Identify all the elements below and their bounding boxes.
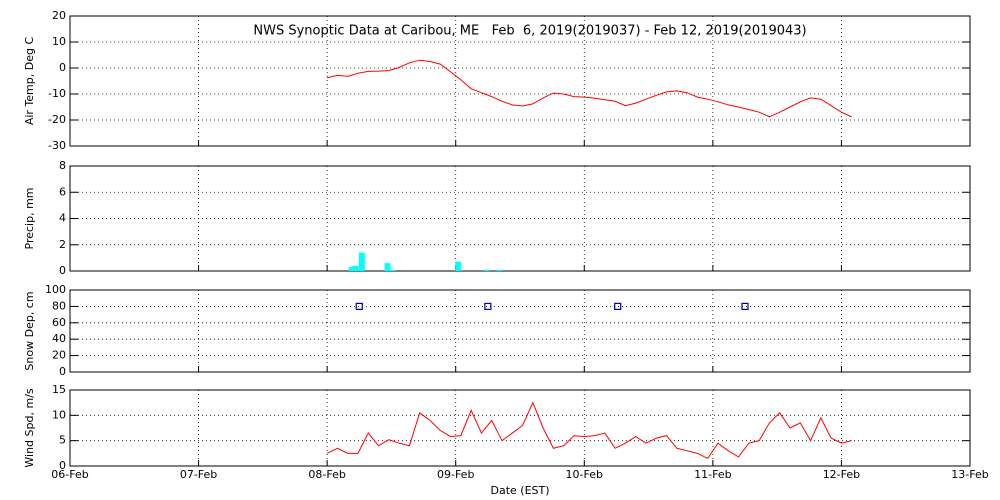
marker xyxy=(484,302,492,310)
y-tick-label: 20 xyxy=(52,349,66,362)
bar xyxy=(348,267,355,271)
bar xyxy=(352,265,359,271)
marker xyxy=(355,302,363,310)
y-axis-label: Wind Spd, m/s xyxy=(23,388,36,468)
plot-frame xyxy=(69,289,971,373)
y-tick-label: 80 xyxy=(52,299,66,312)
y-tick-label: 15 xyxy=(52,383,66,396)
bar xyxy=(496,269,503,271)
y-axis-label: Precip, mm xyxy=(23,188,36,250)
bar xyxy=(358,252,365,271)
plot-frame xyxy=(69,15,971,147)
bar xyxy=(389,269,396,271)
line xyxy=(327,59,852,118)
x-tick-label: 13-Feb xyxy=(951,468,988,481)
y-tick-label: 8 xyxy=(59,159,66,172)
y-tick-label: 0 xyxy=(59,365,66,378)
y-tick-label: -20 xyxy=(48,113,66,126)
y-tick-label: 6 xyxy=(59,185,66,198)
chart-title: NWS Synoptic Data at Caribou, ME Feb 6, … xyxy=(253,24,806,39)
x-tick-label: 08-Feb xyxy=(308,468,345,481)
marker xyxy=(614,302,622,310)
plot-frame xyxy=(69,389,971,467)
marker xyxy=(741,302,749,310)
y-tick-label: 60 xyxy=(52,316,66,329)
y-tick-label: 0 xyxy=(59,459,66,472)
x-tick-label: 10-Feb xyxy=(566,468,603,481)
x-tick-label: 11-Feb xyxy=(694,468,731,481)
bar xyxy=(384,263,391,271)
x-tick-label: 06-Feb xyxy=(51,468,88,481)
bar xyxy=(455,261,462,271)
y-axis-label: Air Temp, Deg C xyxy=(23,37,36,126)
y-tick-label: 0 xyxy=(59,61,66,74)
x-axis-label: Date (EST) xyxy=(490,484,549,497)
y-tick-label: 20 xyxy=(52,9,66,22)
y-tick-label: 40 xyxy=(52,332,66,345)
y-tick-label: 10 xyxy=(52,408,66,421)
x-tick-label: 07-Feb xyxy=(180,468,217,481)
y-tick-label: 4 xyxy=(59,212,66,225)
line xyxy=(326,401,852,460)
y-tick-label: -10 xyxy=(48,87,66,100)
x-tick-label: 12-Feb xyxy=(823,468,860,481)
y-tick-label: 0 xyxy=(59,264,66,277)
y-tick-label: -30 xyxy=(48,139,66,152)
y-tick-label: 2 xyxy=(59,238,66,251)
y-tick-label: 10 xyxy=(52,35,66,48)
plot-frame xyxy=(69,165,971,272)
x-tick-label: 09-Feb xyxy=(437,468,474,481)
y-axis-label: Snow Dep, cm xyxy=(23,291,36,370)
y-tick-label: 5 xyxy=(59,434,66,447)
y-tick-label: 100 xyxy=(45,283,66,296)
bar xyxy=(483,269,490,271)
